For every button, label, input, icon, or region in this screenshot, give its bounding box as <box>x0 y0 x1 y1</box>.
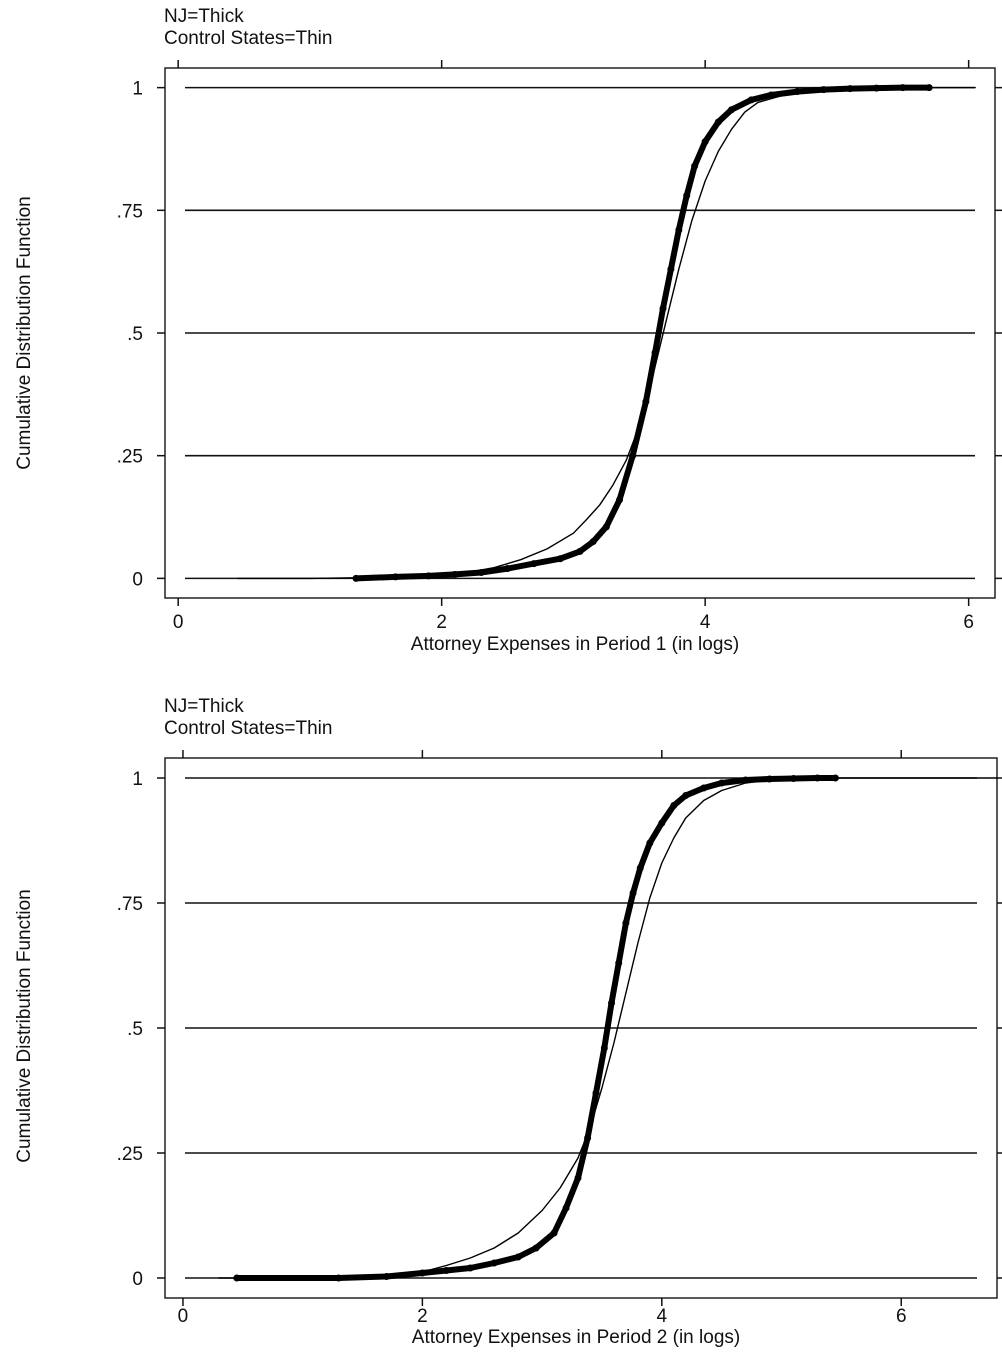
x-tick-label: 0 <box>178 1306 189 1327</box>
data-point-nj <box>742 776 750 784</box>
data-point-nj <box>602 523 610 531</box>
data-point-nj <box>701 138 709 146</box>
x-tick-label: 6 <box>896 1306 907 1327</box>
y-tick-label: .25 <box>117 447 143 468</box>
legend-note: NJ=Thick Control States=Thin <box>164 6 332 50</box>
legend-note-line: NJ=Thick <box>164 696 244 717</box>
data-point-nj <box>556 555 564 563</box>
data-point-nj <box>636 864 644 872</box>
data-point-nj <box>691 162 699 170</box>
legend-note: NJ=Thick Control States=Thin <box>164 696 332 740</box>
data-point-nj <box>600 1044 608 1052</box>
data-point-nj <box>659 304 667 312</box>
data-point-nj <box>616 496 624 504</box>
data-point-nj <box>530 560 538 568</box>
y-tick-label: 1 <box>132 769 143 790</box>
data-point-nj <box>658 819 666 827</box>
data-point-nj <box>728 106 736 114</box>
y-tick-label: .75 <box>117 894 143 915</box>
data-point-nj <box>615 959 623 967</box>
legend-note-line: NJ=Thick <box>164 6 244 27</box>
data-point-nj <box>466 1264 474 1272</box>
x-tick-label: 0 <box>173 612 184 633</box>
data-point-nj <box>675 226 683 234</box>
y-tick-label: .5 <box>127 324 143 345</box>
series-line-control-states <box>218 777 998 1279</box>
data-point-nj <box>532 1244 540 1252</box>
x-tick-label: 2 <box>436 612 447 633</box>
chart-panel-period-1: NJ=Thick Control States=Thin Cumulative … <box>14 6 1002 655</box>
data-point-nj <box>574 1174 582 1182</box>
data-point-nj <box>490 1259 498 1267</box>
data-point-nj <box>766 775 774 783</box>
x-tick-label: 4 <box>657 1306 668 1327</box>
cdf-plot-period-1: 0 .25 .5 .75 1 0 2 4 6 Attorney Expenses in Perio… <box>117 60 1002 655</box>
data-point-nj <box>514 1253 522 1261</box>
data-point-nj <box>646 839 654 847</box>
data-point-nj <box>629 452 637 460</box>
y-tick-label: 1 <box>132 79 143 100</box>
x-axis-title: Attorney Expenses in Period 1 (in logs) <box>411 634 739 655</box>
data-point-nj <box>576 547 584 555</box>
data-point-nj <box>718 779 726 787</box>
legend-note-line: Control States=Thin <box>164 28 333 49</box>
data-point-nj <box>667 265 675 273</box>
x-tick-label: 2 <box>417 1306 428 1327</box>
data-point-nj <box>700 784 708 792</box>
y-tick-label: .75 <box>117 201 143 222</box>
data-point-nj <box>747 96 755 104</box>
data-point-nj <box>562 1204 570 1212</box>
x-tick-label: 4 <box>700 612 711 633</box>
x-axis-title: Attorney Expenses in Period 2 (in logs) <box>412 1327 740 1348</box>
y-tick-label: .5 <box>127 1019 143 1040</box>
data-point-nj <box>670 802 678 809</box>
data-point-nj <box>622 919 630 927</box>
cdf-plot-period-2: 0 .25 .5 .75 1 0 2 4 6 Attorney Expenses in Perio… <box>117 750 1002 1348</box>
data-point-nj <box>592 1089 600 1097</box>
data-point-nj <box>714 118 722 126</box>
chart-panel-period-2: NJ=Thick Control States=Thin Cumulative … <box>0 690 1002 1354</box>
series-line-control-states <box>236 86 976 580</box>
data-point-nj <box>550 1229 558 1237</box>
legend-note-line: Control States=Thin <box>164 718 333 739</box>
data-point-nj <box>589 538 597 546</box>
data-point-nj <box>608 999 616 1007</box>
data-point-nj <box>651 349 659 357</box>
data-point-nj <box>682 792 690 799</box>
data-point-nj <box>629 889 637 897</box>
data-point-nj <box>504 565 512 573</box>
y-tick-label: 0 <box>132 1269 143 1290</box>
y-tick-label: .25 <box>117 1144 143 1165</box>
data-point-nj <box>683 192 691 200</box>
data-point-nj <box>767 91 775 99</box>
x-tick-label: 6 <box>963 612 974 633</box>
data-point-nj <box>442 1267 450 1274</box>
y-tick-label: 0 <box>132 569 143 590</box>
